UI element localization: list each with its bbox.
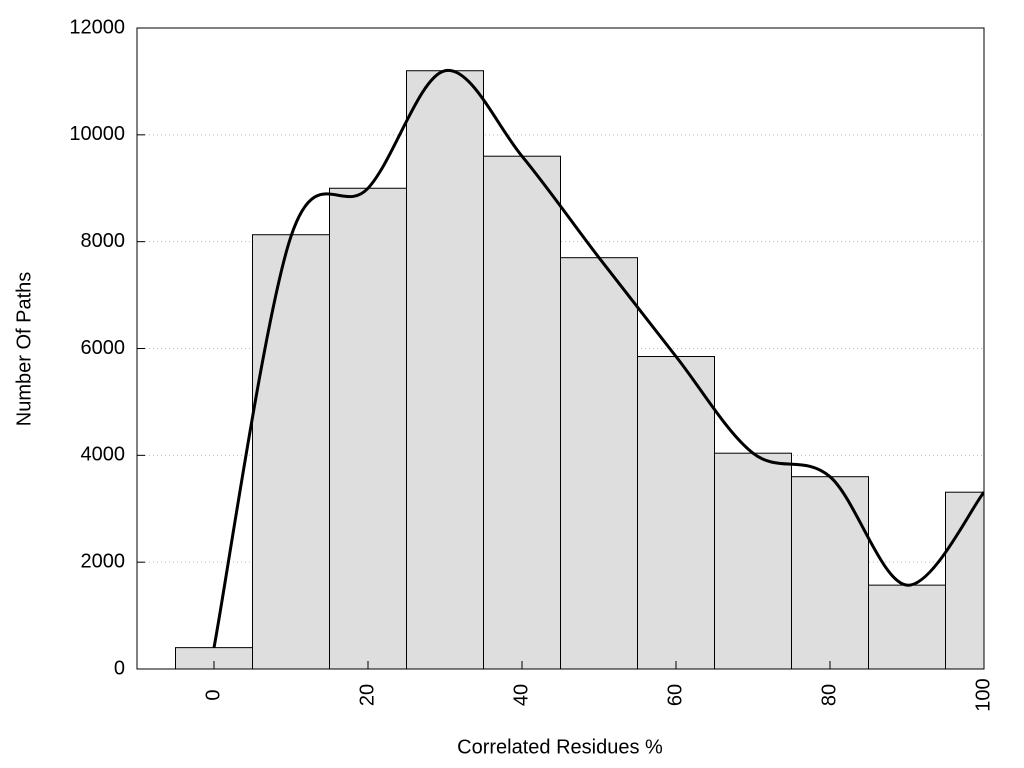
x-tick-label: 0 (202, 689, 224, 700)
bar (483, 155, 561, 669)
bar (714, 452, 792, 669)
y-tick-label: 2000 (81, 550, 126, 572)
bar (252, 234, 330, 669)
y-tick-label: 4000 (81, 444, 126, 466)
bar (329, 187, 407, 669)
x-axis-label: Correlated Residues % (457, 736, 663, 758)
y-tick-label: 0 (114, 657, 125, 679)
bar (791, 476, 869, 669)
x-tick-label: 40 (510, 684, 532, 706)
bar (560, 257, 638, 669)
x-tick-label: 100 (972, 678, 994, 711)
bar (406, 70, 484, 669)
bar (637, 356, 715, 669)
density-line (212, 69, 984, 648)
x-tick-label: 20 (356, 684, 378, 706)
x-tick-label: 80 (818, 684, 840, 706)
y-tick-label: 12000 (69, 16, 125, 38)
x-tick-label: 60 (664, 684, 686, 706)
y-tick-label: 10000 (69, 123, 125, 145)
bar (868, 584, 946, 669)
y-tick-label: 8000 (81, 230, 126, 252)
y-tick-label: 6000 (81, 337, 126, 359)
y-axis-label: Number Of Paths (13, 272, 35, 427)
